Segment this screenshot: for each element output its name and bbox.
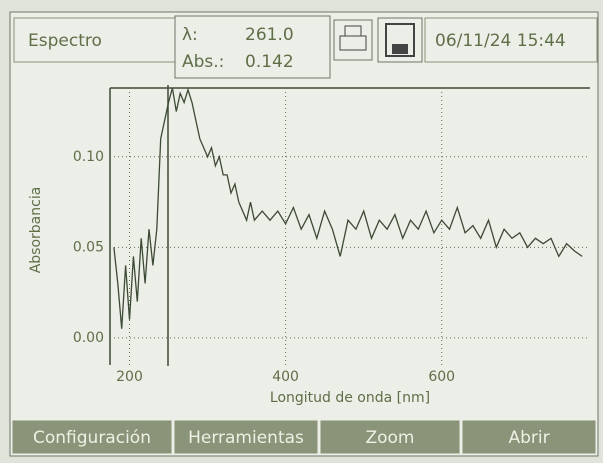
cursor-lambda: 261.0 bbox=[245, 25, 294, 45]
page: Espectro λ: 261.0 Abs.: 0.142 06/11/24 1… bbox=[0, 0, 603, 459]
x-tick-label: 200 bbox=[116, 369, 143, 385]
cursor-abs-label: Abs.: bbox=[182, 52, 224, 72]
y-tick-label: 0.00 bbox=[73, 330, 104, 346]
x-axis-label: Longitud de onda [nm] bbox=[270, 390, 430, 406]
print-icon[interactable] bbox=[334, 20, 372, 60]
y-axis-label: Absorbancia bbox=[28, 187, 44, 274]
button-label[interactable]: Zoom bbox=[365, 428, 414, 448]
x-tick-label: 600 bbox=[428, 369, 455, 385]
title: Espectro bbox=[28, 31, 102, 51]
datetime: 06/11/24 15:44 bbox=[435, 31, 566, 51]
cursor-abs: 0.142 bbox=[245, 52, 294, 72]
y-tick-label: 0.05 bbox=[73, 239, 104, 255]
button-label[interactable]: Configuración bbox=[33, 428, 151, 448]
save-icon[interactable] bbox=[378, 18, 422, 62]
button-label[interactable]: Herramientas bbox=[188, 428, 304, 448]
cursor-lambda-label: λ: bbox=[182, 25, 198, 45]
x-tick-label: 400 bbox=[272, 369, 299, 385]
button-label[interactable]: Abrir bbox=[508, 428, 549, 448]
y-tick-label: 0.10 bbox=[73, 149, 104, 165]
screen: Espectro λ: 261.0 Abs.: 0.142 06/11/24 1… bbox=[0, 0, 603, 459]
